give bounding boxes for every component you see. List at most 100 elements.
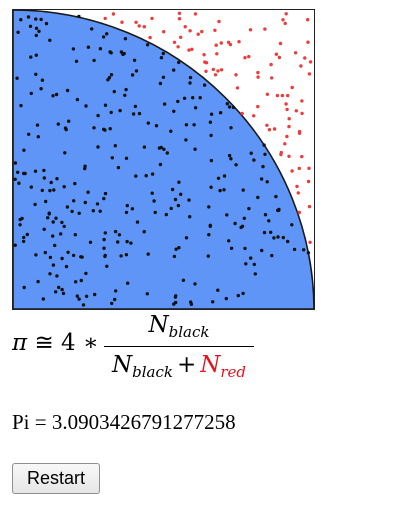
inside-point <box>244 262 248 266</box>
inside-point <box>249 151 253 155</box>
outside-point <box>134 20 138 24</box>
inside-point <box>191 96 195 100</box>
inside-point <box>57 285 61 290</box>
outside-point <box>265 123 269 128</box>
inside-point <box>159 145 163 150</box>
inside-point <box>130 73 135 77</box>
outside-point <box>183 25 187 29</box>
inside-point <box>209 133 213 138</box>
inside-point <box>265 180 269 184</box>
inside-point <box>249 256 253 260</box>
inside-point <box>67 119 71 123</box>
outside-point <box>213 28 217 32</box>
inside-point <box>209 158 214 163</box>
inside-point <box>48 272 52 276</box>
quarter-circle-region <box>13 10 314 309</box>
outside-point <box>300 111 304 116</box>
inside-point <box>252 262 256 267</box>
inside-point <box>106 78 110 82</box>
inside-point <box>132 58 137 62</box>
inside-point <box>19 18 23 22</box>
outside-point <box>267 128 272 132</box>
inside-point <box>172 109 176 114</box>
inside-point <box>262 230 267 235</box>
outside-point <box>308 240 312 244</box>
inside-point <box>15 76 19 80</box>
inside-point <box>209 185 213 189</box>
outside-point <box>148 35 152 40</box>
outside-point <box>177 17 182 21</box>
inside-point <box>208 223 212 227</box>
inside-point <box>51 263 56 267</box>
outside-point <box>196 32 200 36</box>
outside-point <box>287 117 291 121</box>
inside-point <box>18 223 22 227</box>
inside-point <box>131 112 136 116</box>
approx-symbol: ≅ <box>34 330 54 356</box>
pi-result-label: Pi = <box>12 410 52 434</box>
inside-point <box>124 87 128 92</box>
outside-point <box>219 41 223 45</box>
outside-point <box>179 35 183 39</box>
inside-point <box>256 195 260 200</box>
inside-point <box>272 236 276 240</box>
inside-point <box>74 280 78 284</box>
inside-point <box>41 297 45 301</box>
n-symbol-red: N <box>200 352 221 378</box>
inside-point <box>83 166 87 171</box>
inside-point <box>218 188 222 193</box>
plus-symbol: + <box>176 352 197 378</box>
inside-point <box>123 37 128 41</box>
inside-point <box>162 147 166 151</box>
inside-point <box>116 165 121 170</box>
inside-point <box>51 220 55 224</box>
outside-point <box>303 56 307 60</box>
inside-point <box>55 274 59 278</box>
outside-point <box>217 19 221 24</box>
outside-point <box>243 56 247 60</box>
inside-point <box>95 202 100 206</box>
outside-point <box>211 67 215 72</box>
inside-point <box>263 213 268 217</box>
outside-point <box>213 73 218 77</box>
outside-point <box>120 20 124 24</box>
inside-point <box>229 246 234 250</box>
inside-point <box>225 213 229 217</box>
inside-point <box>42 168 46 173</box>
inside-point <box>274 194 278 199</box>
inside-point <box>103 254 107 259</box>
outside-point <box>294 109 298 113</box>
inside-point <box>52 188 56 192</box>
inside-point <box>98 47 103 51</box>
inside-point <box>73 233 77 237</box>
outside-point <box>214 43 218 47</box>
inside-point <box>53 243 57 248</box>
inside-point <box>182 96 187 101</box>
inside-point <box>117 233 122 237</box>
inside-point <box>184 236 189 240</box>
inside-point <box>34 33 38 38</box>
restart-button[interactable]: Restart <box>12 463 100 494</box>
inside-point <box>193 147 197 151</box>
inside-point <box>73 181 77 186</box>
inside-point <box>161 75 166 80</box>
inside-point <box>174 247 178 251</box>
inside-point <box>79 255 83 259</box>
inside-point <box>92 126 96 130</box>
inside-point <box>48 188 52 193</box>
inside-point <box>125 239 129 244</box>
inside-point <box>39 17 43 22</box>
inside-point <box>22 235 26 240</box>
inside-point <box>43 250 47 255</box>
inside-point <box>176 203 181 208</box>
pi-result: Pi = 3.0903426791277258 <box>12 410 236 435</box>
inside-point <box>105 264 109 268</box>
inside-point <box>188 75 193 80</box>
inside-point <box>109 110 113 115</box>
inside-point <box>153 210 157 215</box>
inside-point <box>16 30 20 34</box>
pi-estimate-formula: π ≅ 4 ∗ Nblack Nblack + Nred <box>12 312 292 384</box>
outside-point <box>278 41 283 46</box>
inside-point <box>102 237 106 242</box>
outside-point <box>204 69 208 73</box>
